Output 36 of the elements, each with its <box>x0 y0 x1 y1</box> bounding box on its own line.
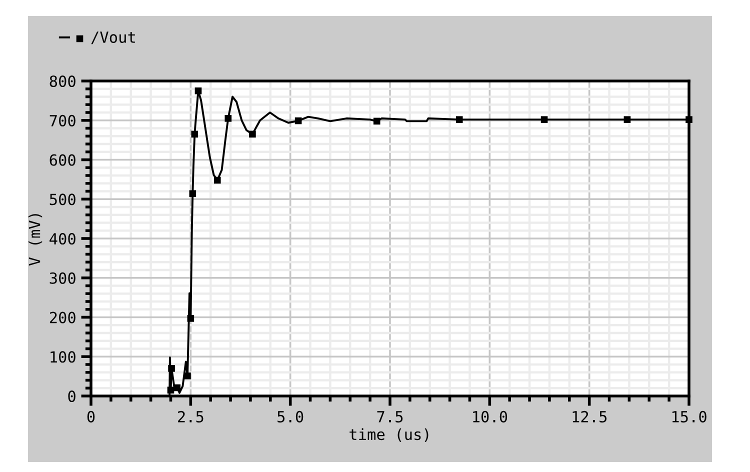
point <box>168 365 175 372</box>
point <box>294 117 302 124</box>
point <box>191 130 198 138</box>
point <box>187 315 194 322</box>
y-tick-label: 400 <box>50 233 76 245</box>
y-tick-label: 0 <box>68 390 76 402</box>
y-tick-label: 600 <box>50 154 76 166</box>
y-tick-label: 800 <box>50 76 76 88</box>
point <box>194 87 202 94</box>
point <box>214 176 221 184</box>
y-tick-label: 100 <box>50 351 76 363</box>
y-axis-title: V (mV) <box>28 214 42 266</box>
point <box>224 115 232 122</box>
y-tick-label: 300 <box>50 272 76 284</box>
x-tick-label: 10.0 <box>473 410 508 422</box>
point <box>456 116 463 123</box>
y-tick-label: 500 <box>50 194 76 206</box>
point <box>249 130 256 138</box>
point <box>540 116 548 123</box>
legend-label: /Vout <box>91 32 135 44</box>
x-tick-label: 12.5 <box>572 410 607 422</box>
point <box>174 384 181 392</box>
point <box>184 372 191 380</box>
y-tick-label: 200 <box>50 312 76 324</box>
y-tick-label: 700 <box>50 114 76 126</box>
point <box>373 118 380 125</box>
x-tick-label: 0 <box>87 410 95 422</box>
x-tick-label: 5.0 <box>278 410 304 422</box>
x-tick-label: 2.5 <box>178 410 204 422</box>
point <box>167 386 174 394</box>
x-tick-label: 7.5 <box>377 411 403 422</box>
x-axis-title: time (us) <box>350 428 428 442</box>
point <box>686 116 692 123</box>
point <box>189 190 196 198</box>
x-tick-label: 15.0 <box>672 410 706 422</box>
point <box>624 116 631 123</box>
